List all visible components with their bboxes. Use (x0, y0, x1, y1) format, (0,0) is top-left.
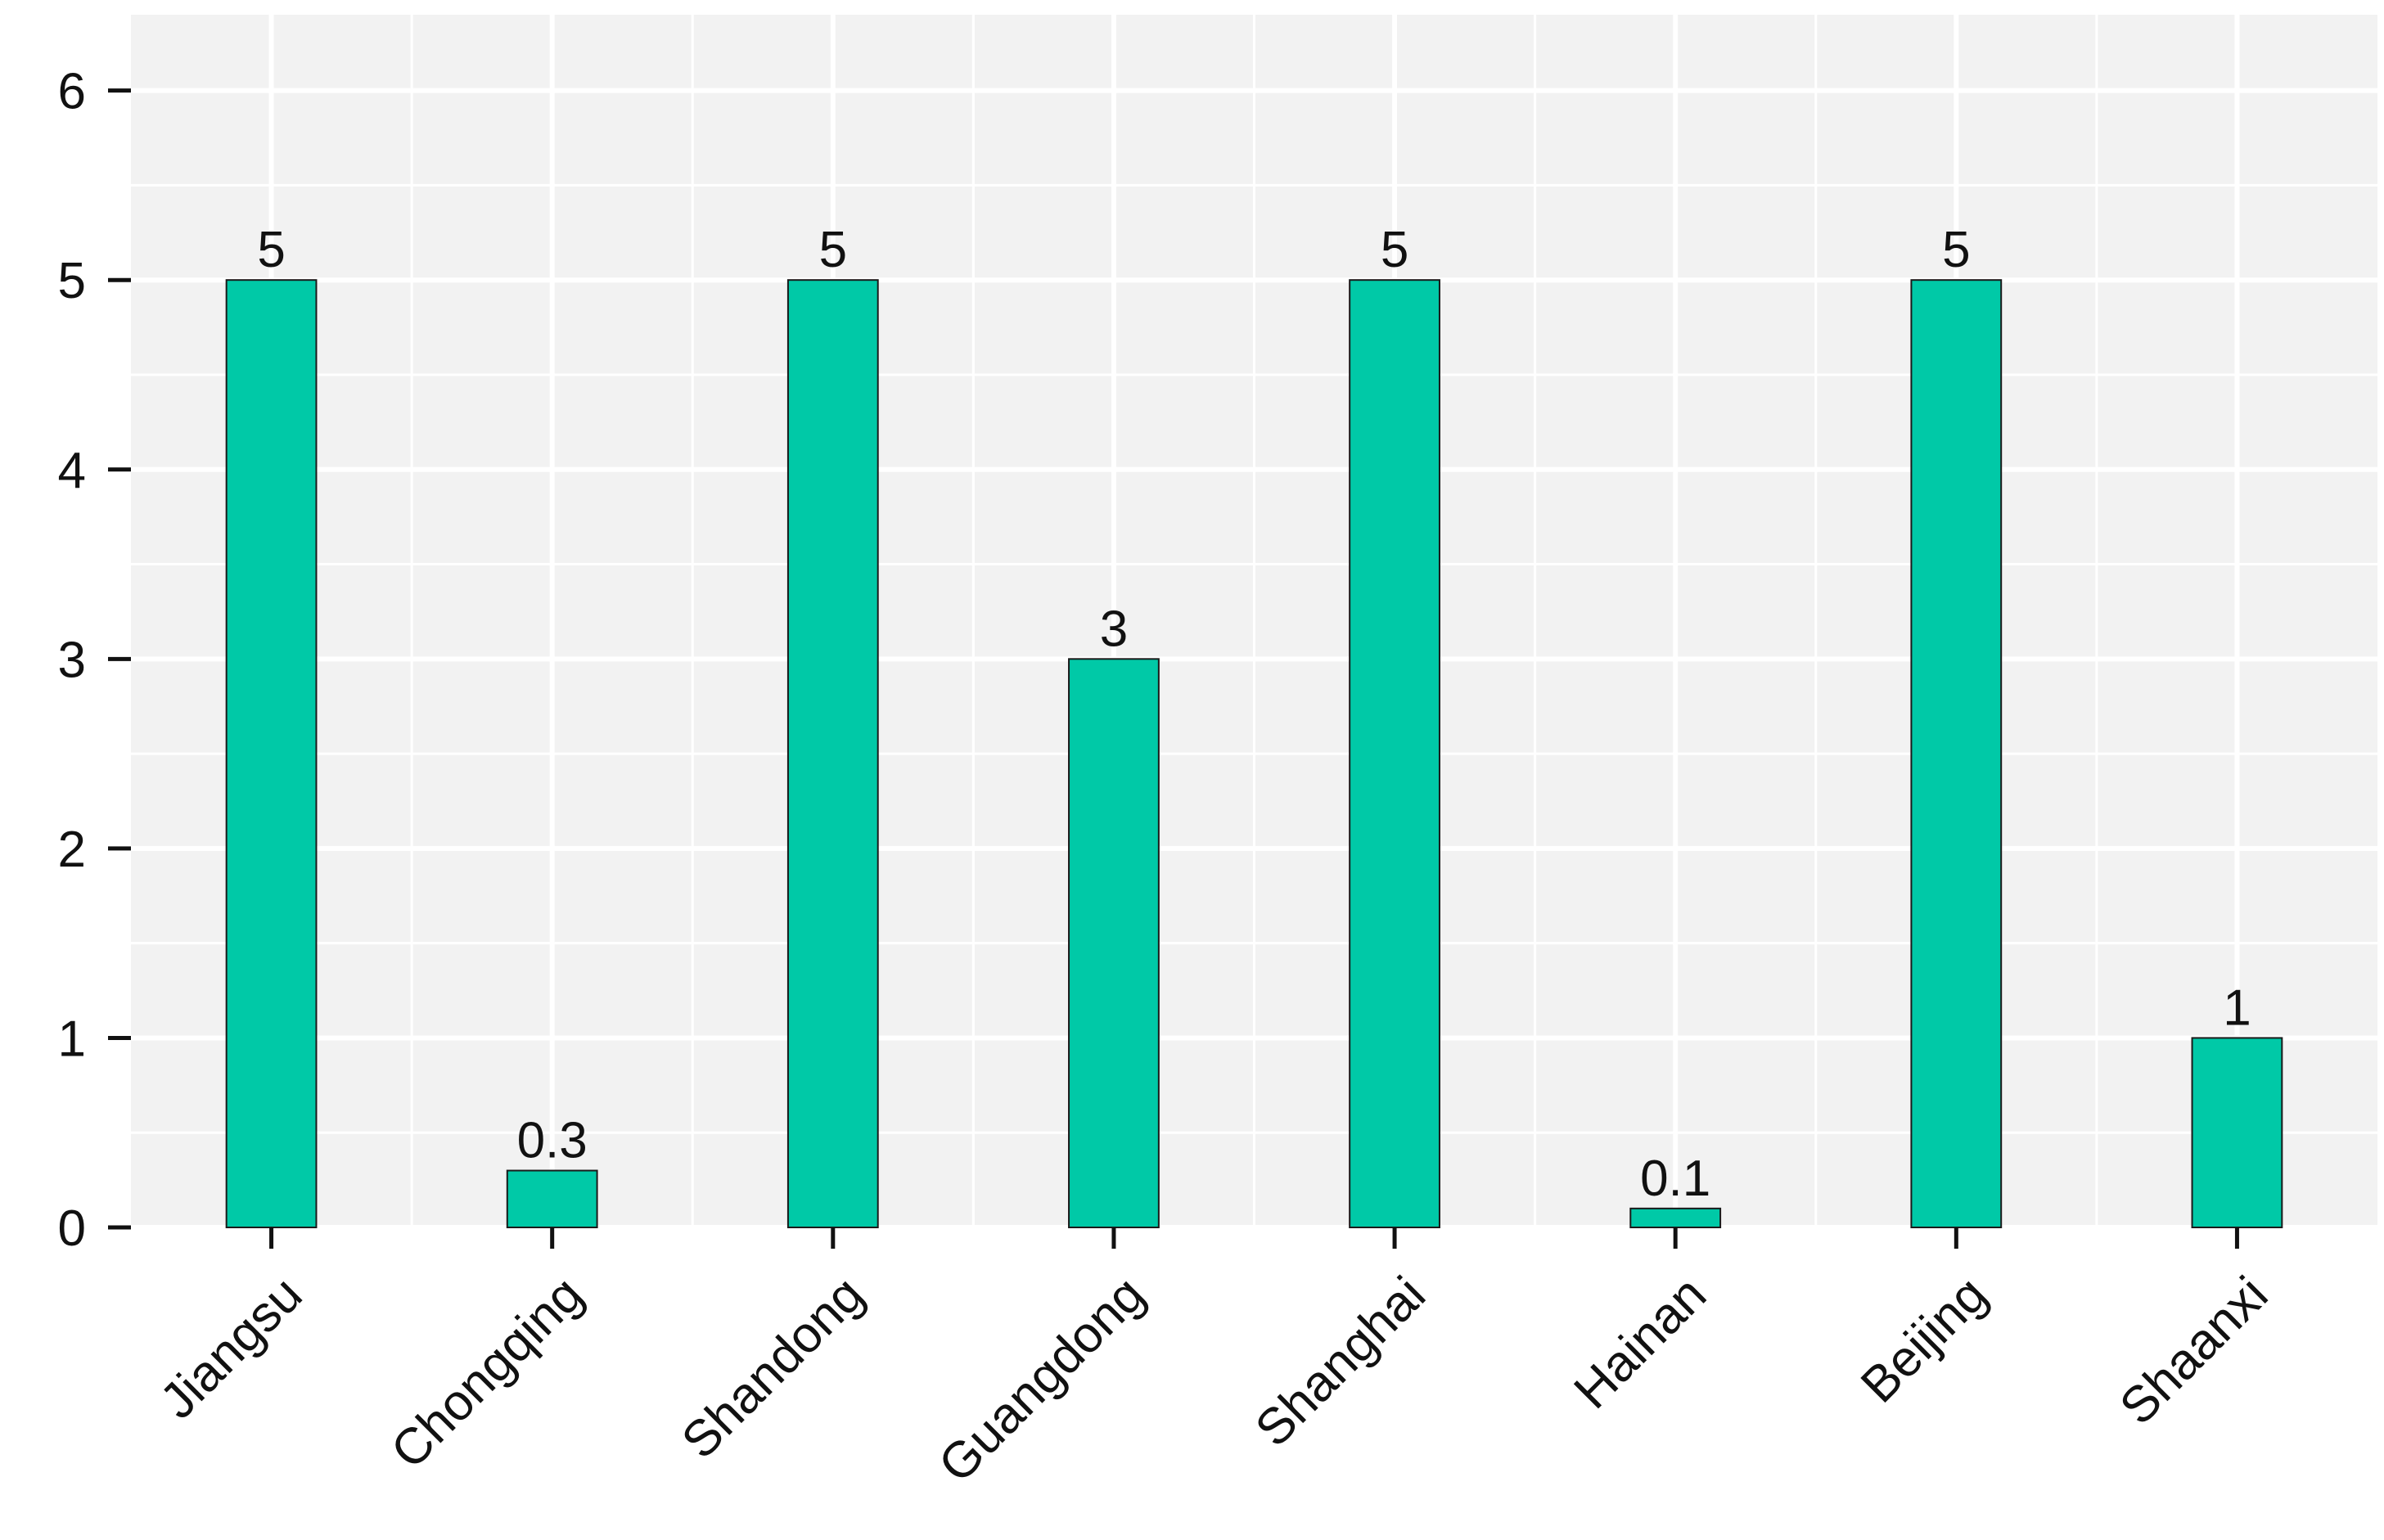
data-label-shaanxi: 1 (2223, 979, 2251, 1036)
data-label-hainan: 0.1 (1640, 1150, 1710, 1207)
bar-shanghai (1349, 279, 1440, 1228)
data-labels: 5 0.3 5 3 5 0.1 5 1 (257, 222, 2251, 1207)
y-tick-label: 0 (58, 1200, 86, 1257)
bar-beijing (1910, 279, 2003, 1228)
data-label-jiangsu: 5 (257, 222, 285, 278)
data-label-shanghai: 5 (1381, 222, 1408, 278)
data-label-shandong: 5 (819, 222, 847, 278)
bar-shaanxi (2191, 1037, 2283, 1228)
x-category-label-beijing: Beijing (1850, 1266, 1998, 1413)
x-category-label-hainan: Hainan (1563, 1266, 1717, 1420)
x-axis: Jiangsu Chongqing Shandong Guangdong Shangha… (150, 1227, 2278, 1493)
bar-hainan (1629, 1207, 1722, 1228)
x-category-label-shandong: Shandong (671, 1266, 875, 1470)
bar-guangdong (1068, 658, 1160, 1228)
bar-shandong (786, 279, 879, 1228)
y-tick-label: 5 (58, 253, 86, 309)
bar-jiangsu (225, 279, 318, 1228)
y-tick-label: 2 (58, 822, 86, 878)
bars (225, 279, 2283, 1228)
y-axis: 0 1 2 3 4 5 6 (58, 64, 131, 1257)
x-category-label-chongqing: Chongqing (381, 1266, 594, 1479)
bar-chongqing (506, 1169, 598, 1228)
y-tick-label: 4 (58, 443, 86, 499)
data-label-guangdong: 3 (1100, 601, 1128, 657)
x-category-label-shanghai: Shanghai (1245, 1266, 1436, 1457)
y-tick-label: 1 (58, 1011, 86, 1067)
y-tick-label: 6 (58, 64, 86, 120)
data-label-beijing: 5 (1942, 222, 1970, 278)
x-category-label-jiangsu: Jiangsu (150, 1266, 313, 1430)
x-category-label-shaanxi: Shaanxi (2109, 1266, 2278, 1435)
data-label-chongqing: 0.3 (517, 1113, 588, 1169)
x-category-label-guangdong: Guangdong (928, 1266, 1156, 1493)
y-tick-label: 3 (58, 632, 86, 688)
